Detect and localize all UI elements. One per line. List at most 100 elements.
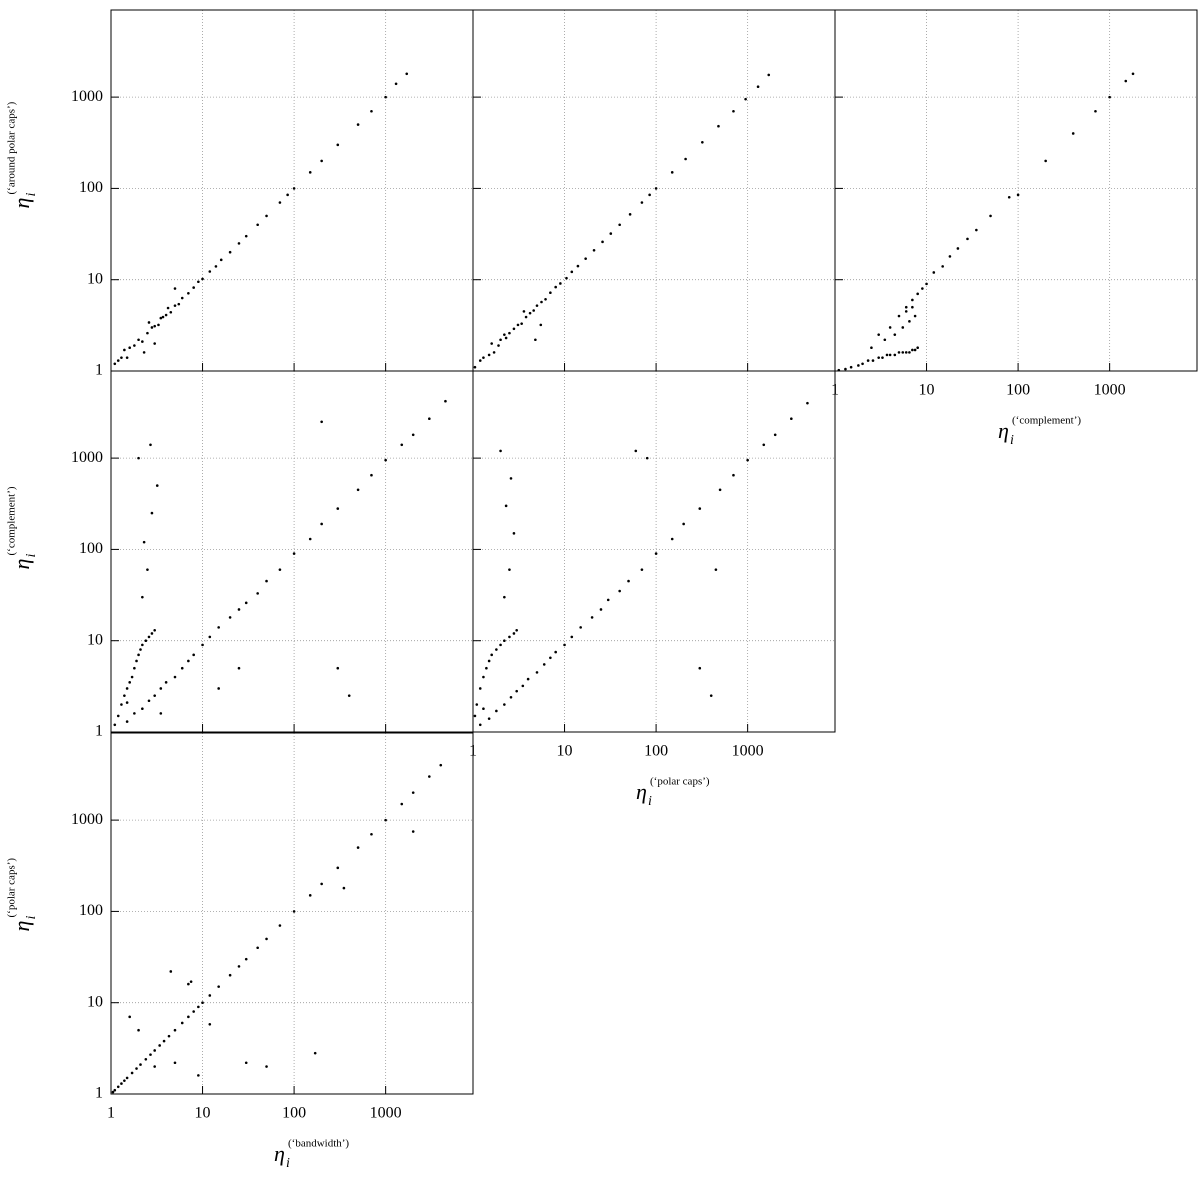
point [877,333,880,336]
axis-subscript: i [648,794,652,809]
point [153,629,156,632]
point [356,846,360,849]
point [487,717,491,720]
point [522,310,526,313]
axis-superscript: (‘polar caps’) [6,858,18,918]
point [640,568,644,571]
point [428,417,431,421]
point [888,353,892,357]
point [627,579,630,583]
point [478,359,482,362]
point [123,1079,126,1082]
point [116,359,120,362]
point [320,159,323,163]
point [192,286,195,289]
point [524,315,528,319]
point [405,72,409,76]
point [356,123,360,126]
point [508,635,511,639]
y-tick-label: 10 [87,631,103,648]
point [147,635,151,639]
point [336,666,340,670]
axis-symbol: η [998,418,1009,443]
point [682,522,685,526]
point [384,458,387,462]
point [150,632,154,635]
point [113,362,117,366]
y-tick-label: 10 [87,993,103,1010]
point [320,420,323,424]
point [989,214,992,218]
point [128,346,131,349]
point [278,201,282,204]
point [141,707,144,710]
point [554,650,557,654]
axis-label: ηi (‘around polar caps’) [6,101,40,208]
point [169,310,173,314]
point [628,213,632,216]
point [503,595,506,599]
point [913,314,917,318]
point [592,248,596,252]
point [576,264,580,268]
point [904,305,908,309]
point [256,223,259,227]
point [147,321,151,324]
point [503,639,506,643]
point [113,723,117,727]
point [217,687,220,690]
point [244,234,248,238]
point [137,1028,140,1032]
point [187,659,190,663]
point [208,1023,212,1026]
point [133,344,136,347]
point [130,1071,134,1075]
point [601,240,604,244]
point [159,712,163,715]
x-tick-label: 1000 [732,743,764,760]
point [897,314,901,318]
point [495,709,498,713]
point [237,965,241,968]
x-tick-label: 100 [644,743,668,760]
point [709,694,713,697]
point [177,302,181,306]
point [670,537,674,541]
point [539,323,543,327]
point [698,507,702,510]
point [670,171,674,174]
point [654,187,658,190]
point [504,504,508,508]
axis-label: ηi (‘complement’) [6,486,40,569]
point [911,305,914,309]
point [336,507,340,510]
point [384,818,387,822]
point [157,323,160,327]
point [565,276,568,280]
point [618,589,621,593]
point [913,348,917,352]
point [187,291,190,295]
point [141,643,144,647]
point [237,608,241,611]
point [1016,193,1020,197]
point [153,1049,156,1052]
axis-superscript: (‘polar caps’) [650,776,710,788]
point [135,659,138,663]
point [645,456,649,460]
point [540,300,543,304]
point [893,333,897,336]
point [544,298,547,301]
point [158,1044,161,1047]
point [120,356,123,359]
point [746,458,749,462]
point [956,247,960,250]
point [173,1061,177,1065]
point [189,980,193,983]
y-tick-label: 10 [87,270,103,287]
point [208,270,212,273]
point [534,338,537,342]
point [400,802,404,806]
